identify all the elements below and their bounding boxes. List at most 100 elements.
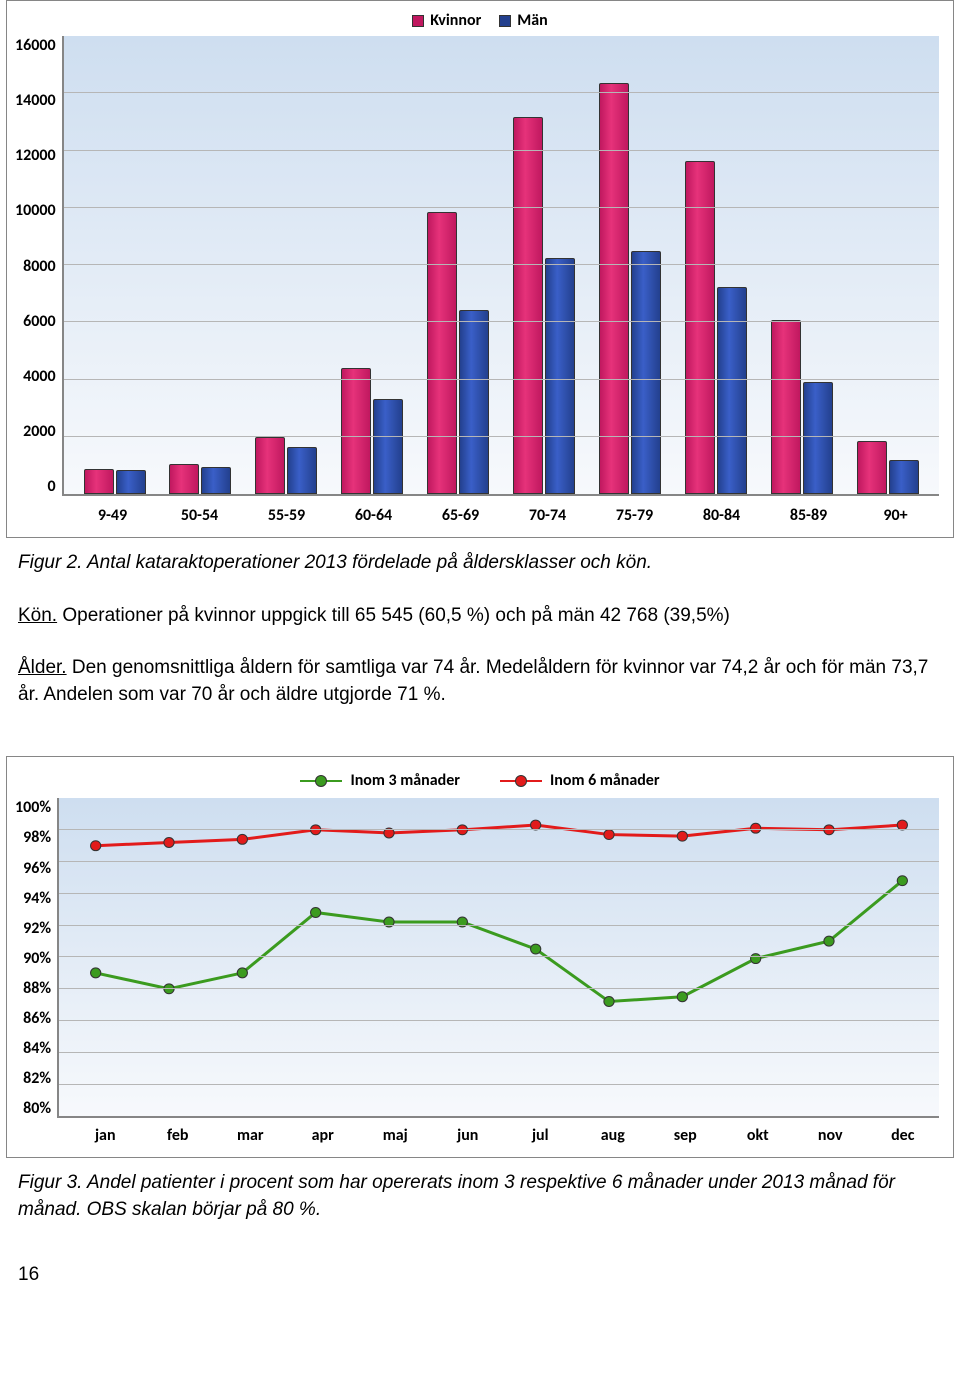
bar-man xyxy=(803,382,833,494)
gridline xyxy=(64,150,939,151)
x-tick-label: 50-54 xyxy=(156,506,243,525)
bar-chart-plot-wrap: 1600014000120001000080006000400020000 xyxy=(7,36,953,502)
bar-kvinnor xyxy=(169,464,199,494)
x-tick-label: jul xyxy=(504,1126,577,1145)
legend-label: Män xyxy=(517,11,547,30)
line-series xyxy=(96,881,903,1002)
y-tick-label: 98% xyxy=(23,828,51,847)
bar-man xyxy=(545,258,575,494)
bar-kvinnor xyxy=(513,117,543,494)
bar-man xyxy=(717,287,747,494)
gridline xyxy=(64,207,939,208)
line-marker xyxy=(311,908,321,918)
bar-kvinnor xyxy=(341,368,371,495)
line-marker xyxy=(604,997,614,1007)
bar-kvinnor xyxy=(857,441,887,494)
line-marker xyxy=(237,968,247,978)
bar-kvinnor xyxy=(255,437,285,495)
x-tick-label: 60-64 xyxy=(330,506,417,525)
bar-chart-bars xyxy=(64,36,939,494)
bar-chart-frame: Kvinnor Män 1600014000120001000080006000… xyxy=(6,0,954,538)
y-tick-label: 84% xyxy=(23,1039,51,1058)
x-tick-label: jun xyxy=(432,1126,505,1145)
line-chart-x-axis: janfebmaraprmajjunjulaugsepoktnovdec xyxy=(7,1122,953,1157)
line-marker xyxy=(677,832,687,842)
bar-group xyxy=(415,212,501,494)
gridline xyxy=(59,925,939,926)
gridline xyxy=(64,321,939,322)
bar-kvinnor xyxy=(771,320,801,494)
line-chart-plot-area xyxy=(57,798,939,1118)
x-tick-label: apr xyxy=(287,1126,360,1145)
bar-chart-y-axis: 1600014000120001000080006000400020000 xyxy=(15,36,62,496)
bar-kvinnor xyxy=(685,161,715,495)
y-tick-label: 0 xyxy=(47,477,55,496)
y-tick-label: 14000 xyxy=(15,91,56,110)
y-tick-label: 82% xyxy=(23,1069,51,1088)
page-number: 16 xyxy=(18,1264,960,1286)
y-tick-label: 10000 xyxy=(15,201,56,220)
bar-group xyxy=(501,117,587,494)
bar-man xyxy=(459,310,489,494)
legend-label: Kvinnor xyxy=(430,11,481,30)
line-chart-svg xyxy=(59,798,939,1116)
gridline xyxy=(59,861,939,862)
y-tick-label: 2000 xyxy=(23,422,55,441)
line-marker xyxy=(604,830,614,840)
y-tick-label: 16000 xyxy=(15,36,56,55)
man-swatch xyxy=(499,15,511,27)
x-tick-label: 80-84 xyxy=(678,506,765,525)
x-tick-label: 9-49 xyxy=(69,506,156,525)
gridline xyxy=(64,264,939,265)
gridline xyxy=(64,379,939,380)
bar-group xyxy=(72,469,158,494)
y-tick-label: 90% xyxy=(23,949,51,968)
line-marker xyxy=(164,838,174,848)
x-tick-label: 70-74 xyxy=(504,506,591,525)
bar-man xyxy=(373,399,403,494)
line-marker xyxy=(677,992,687,1002)
bar-man xyxy=(287,447,317,494)
legend-item-kvinnor: Kvinnor xyxy=(412,11,481,30)
gridline xyxy=(64,92,939,93)
x-tick-label: 75-79 xyxy=(591,506,678,525)
line-marker xyxy=(897,876,907,886)
x-tick-label: aug xyxy=(577,1126,650,1145)
bar-man xyxy=(201,467,231,494)
legend-item-3m: #lg3::after{background:#3b9b1f;} Inom 3 … xyxy=(300,771,460,790)
x-tick-label: nov xyxy=(794,1126,867,1145)
y-tick-label: 80% xyxy=(23,1099,51,1118)
bar-kvinnor xyxy=(599,83,629,494)
bar-group xyxy=(243,437,329,495)
legend-item-man: Män xyxy=(499,11,547,30)
bar-chart-plot-area xyxy=(62,36,939,496)
line-marker xyxy=(384,917,394,927)
y-tick-label: 6000 xyxy=(23,312,55,331)
x-tick-label: 55-59 xyxy=(243,506,330,525)
x-tick-label: okt xyxy=(722,1126,795,1145)
bar-kvinnor xyxy=(84,469,114,494)
alder-paragraph: Ålder. Den genomsnittliga åldern för sam… xyxy=(18,655,942,708)
legend-label: Inom 6 månader xyxy=(550,771,660,790)
bar-man xyxy=(889,460,919,495)
gridline xyxy=(59,1052,939,1053)
figure-3-caption: Figur 3. Andel patienter i procent som h… xyxy=(18,1170,942,1223)
gridline xyxy=(59,893,939,894)
bar-kvinnor xyxy=(427,212,457,494)
bar-man xyxy=(631,251,661,494)
gridline xyxy=(59,1020,939,1021)
bar-man xyxy=(116,470,146,494)
y-tick-label: 100% xyxy=(15,798,51,817)
x-tick-label: dec xyxy=(867,1126,940,1145)
line-chart-y-axis: 100%98%96%94%92%90%88%86%84%82%80% xyxy=(15,798,57,1118)
legend-line-3m xyxy=(300,780,342,782)
x-tick-label: sep xyxy=(649,1126,722,1145)
bar-group xyxy=(673,161,759,495)
gridline xyxy=(59,829,939,830)
bar-chart-x-axis: 9-4950-5455-5960-6465-6970-7475-7980-848… xyxy=(7,502,953,537)
kon-paragraph: Kön. Operationer på kvinnor uppgick till… xyxy=(18,603,942,630)
line-chart-frame: #lg3::after{background:#3b9b1f;} Inom 3 … xyxy=(6,756,954,1158)
bar-group xyxy=(329,368,415,495)
y-tick-label: 12000 xyxy=(15,146,56,165)
y-tick-label: 86% xyxy=(23,1009,51,1028)
